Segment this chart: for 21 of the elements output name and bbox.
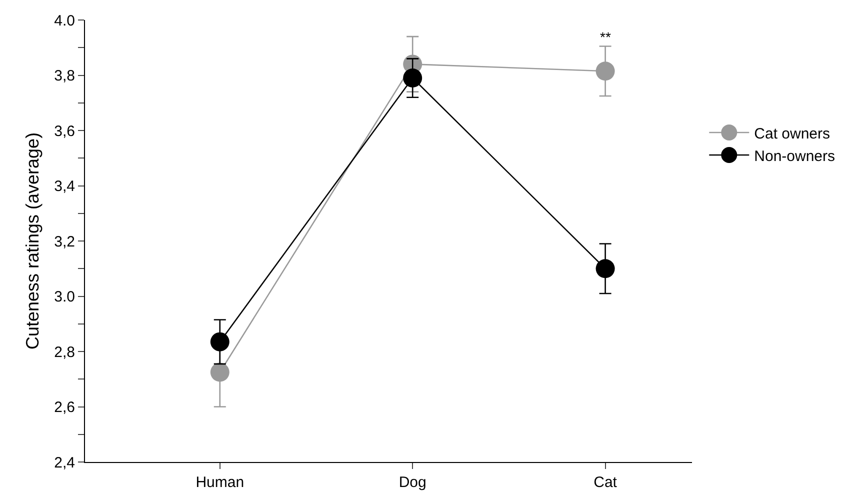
x-tick-label: Dog <box>398 474 426 491</box>
y-tick-label: 2,4 <box>54 454 75 472</box>
point <box>596 259 615 278</box>
x-tick-label: Cat <box>594 474 618 491</box>
y-tick-label: 4.0 <box>54 12 75 30</box>
annotation: ** <box>600 29 612 45</box>
legend-label: Non-owners <box>754 148 836 165</box>
y-tick-label: 2,8 <box>54 344 75 361</box>
point <box>403 68 422 88</box>
legend-label: Cat owners <box>754 125 830 142</box>
point <box>210 332 230 352</box>
y-tick-label: 3,4 <box>54 178 75 195</box>
y-tick-label: 3,6 <box>54 122 75 140</box>
y-tick-label: 3,8 <box>54 68 75 84</box>
y-tick-label: 3,2 <box>54 233 75 250</box>
y-tick-label: 2,6 <box>54 399 75 416</box>
point <box>596 62 615 81</box>
point <box>210 362 230 382</box>
y-axis-title: Cuteness ratings (average) <box>22 132 42 350</box>
y-tick-label: 3.0 <box>54 288 75 306</box>
x-tick-label: Human <box>196 474 244 491</box>
